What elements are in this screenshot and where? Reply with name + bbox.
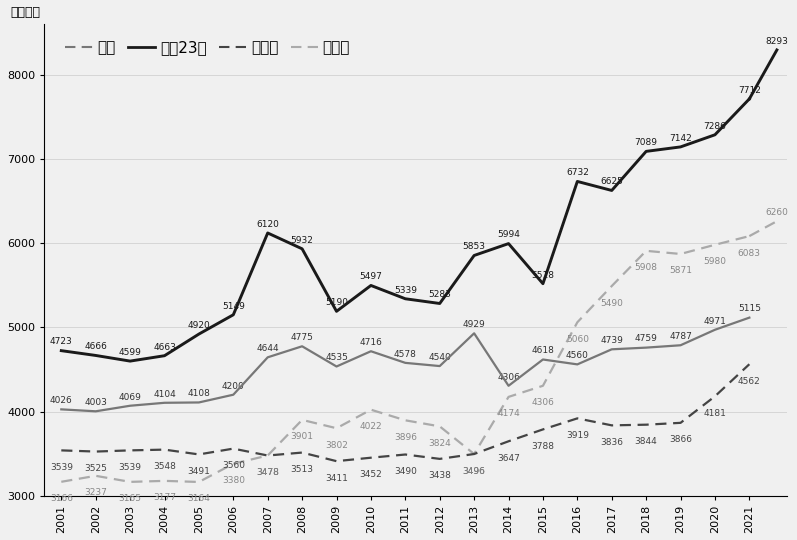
- Text: 5339: 5339: [394, 286, 417, 295]
- Text: 3478: 3478: [257, 468, 279, 477]
- Text: 3866: 3866: [669, 435, 692, 444]
- Text: 3513: 3513: [291, 465, 313, 474]
- Text: 5497: 5497: [359, 272, 383, 281]
- Text: 3411: 3411: [325, 474, 348, 483]
- Text: 6625: 6625: [600, 177, 623, 186]
- Text: 3491: 3491: [187, 467, 210, 476]
- Text: 7286: 7286: [704, 122, 726, 131]
- Text: 3788: 3788: [532, 442, 555, 451]
- Text: 4618: 4618: [532, 346, 555, 355]
- Text: 4104: 4104: [153, 390, 176, 399]
- Text: 4535: 4535: [325, 353, 348, 362]
- Text: 3525: 3525: [84, 464, 107, 473]
- Text: 4929: 4929: [463, 320, 485, 329]
- Text: 5283: 5283: [428, 291, 451, 299]
- Text: 3548: 3548: [153, 462, 176, 471]
- Text: 7142: 7142: [669, 134, 692, 143]
- Text: 3237: 3237: [84, 488, 107, 497]
- Text: 3166: 3166: [49, 494, 73, 503]
- Text: 4003: 4003: [84, 398, 107, 407]
- Text: 5518: 5518: [532, 271, 555, 280]
- Text: 4174: 4174: [497, 409, 520, 418]
- Text: 6083: 6083: [738, 248, 761, 258]
- Text: 4306: 4306: [497, 373, 520, 382]
- Text: 5115: 5115: [738, 305, 761, 313]
- Text: 3490: 3490: [394, 467, 417, 476]
- Text: 4787: 4787: [669, 332, 692, 341]
- Text: 4971: 4971: [704, 316, 726, 326]
- Legend: 全国, 東京23区, 首都圏, 近畿圏: 全国, 東京23区, 首都圏, 近畿圏: [59, 34, 356, 62]
- Text: 3177: 3177: [153, 494, 176, 502]
- Text: 5932: 5932: [291, 235, 313, 245]
- Text: 4578: 4578: [394, 350, 417, 359]
- Text: 4026: 4026: [50, 396, 73, 405]
- Text: 4759: 4759: [634, 334, 658, 343]
- Text: 3164: 3164: [187, 495, 210, 503]
- Text: 5871: 5871: [669, 266, 692, 275]
- Text: 7712: 7712: [738, 86, 761, 94]
- Text: 4739: 4739: [600, 336, 623, 345]
- Text: 4644: 4644: [257, 344, 279, 353]
- Text: 5853: 5853: [462, 242, 485, 251]
- Text: 5490: 5490: [600, 299, 623, 308]
- Text: 5190: 5190: [325, 298, 348, 307]
- Text: 3824: 3824: [428, 439, 451, 448]
- Text: 3539: 3539: [49, 463, 73, 472]
- Text: 4716: 4716: [359, 338, 383, 347]
- Text: 5994: 5994: [497, 231, 520, 239]
- Text: 3896: 3896: [394, 433, 417, 442]
- Text: （万円）: （万円）: [10, 6, 41, 19]
- Text: 4663: 4663: [153, 342, 176, 352]
- Text: 3844: 3844: [634, 437, 658, 446]
- Text: 3560: 3560: [222, 461, 245, 470]
- Text: 4599: 4599: [119, 348, 142, 357]
- Text: 4540: 4540: [428, 353, 451, 362]
- Text: 4022: 4022: [359, 422, 383, 431]
- Text: 5149: 5149: [222, 302, 245, 310]
- Text: 4560: 4560: [566, 351, 589, 360]
- Text: 3836: 3836: [600, 438, 623, 447]
- Text: 8293: 8293: [765, 37, 788, 46]
- Text: 4200: 4200: [222, 382, 245, 390]
- Text: 3901: 3901: [291, 433, 313, 441]
- Text: 4920: 4920: [187, 321, 210, 330]
- Text: 4775: 4775: [291, 333, 313, 342]
- Text: 3438: 3438: [428, 471, 451, 481]
- Text: 3802: 3802: [325, 441, 348, 450]
- Text: 4723: 4723: [50, 338, 73, 347]
- Text: 4562: 4562: [738, 377, 760, 386]
- Text: 3496: 3496: [463, 467, 485, 476]
- Text: 3647: 3647: [497, 454, 520, 463]
- Text: 4306: 4306: [532, 399, 555, 407]
- Text: 4069: 4069: [119, 393, 142, 402]
- Text: 4181: 4181: [704, 409, 726, 418]
- Text: 5980: 5980: [704, 257, 726, 266]
- Text: 5908: 5908: [634, 264, 658, 272]
- Text: 3452: 3452: [359, 470, 383, 479]
- Text: 4108: 4108: [187, 389, 210, 399]
- Text: 6120: 6120: [257, 220, 279, 229]
- Text: 7089: 7089: [634, 138, 658, 147]
- Text: 3478: 3478: [257, 468, 279, 477]
- Text: 3539: 3539: [119, 463, 142, 472]
- Text: 6260: 6260: [765, 208, 788, 217]
- Text: 3165: 3165: [119, 495, 142, 503]
- Text: 5060: 5060: [566, 335, 589, 344]
- Text: 6732: 6732: [566, 168, 589, 177]
- Text: 3380: 3380: [222, 476, 245, 485]
- Text: 4666: 4666: [84, 342, 107, 352]
- Text: 3496: 3496: [463, 467, 485, 476]
- Text: 3919: 3919: [566, 431, 589, 440]
